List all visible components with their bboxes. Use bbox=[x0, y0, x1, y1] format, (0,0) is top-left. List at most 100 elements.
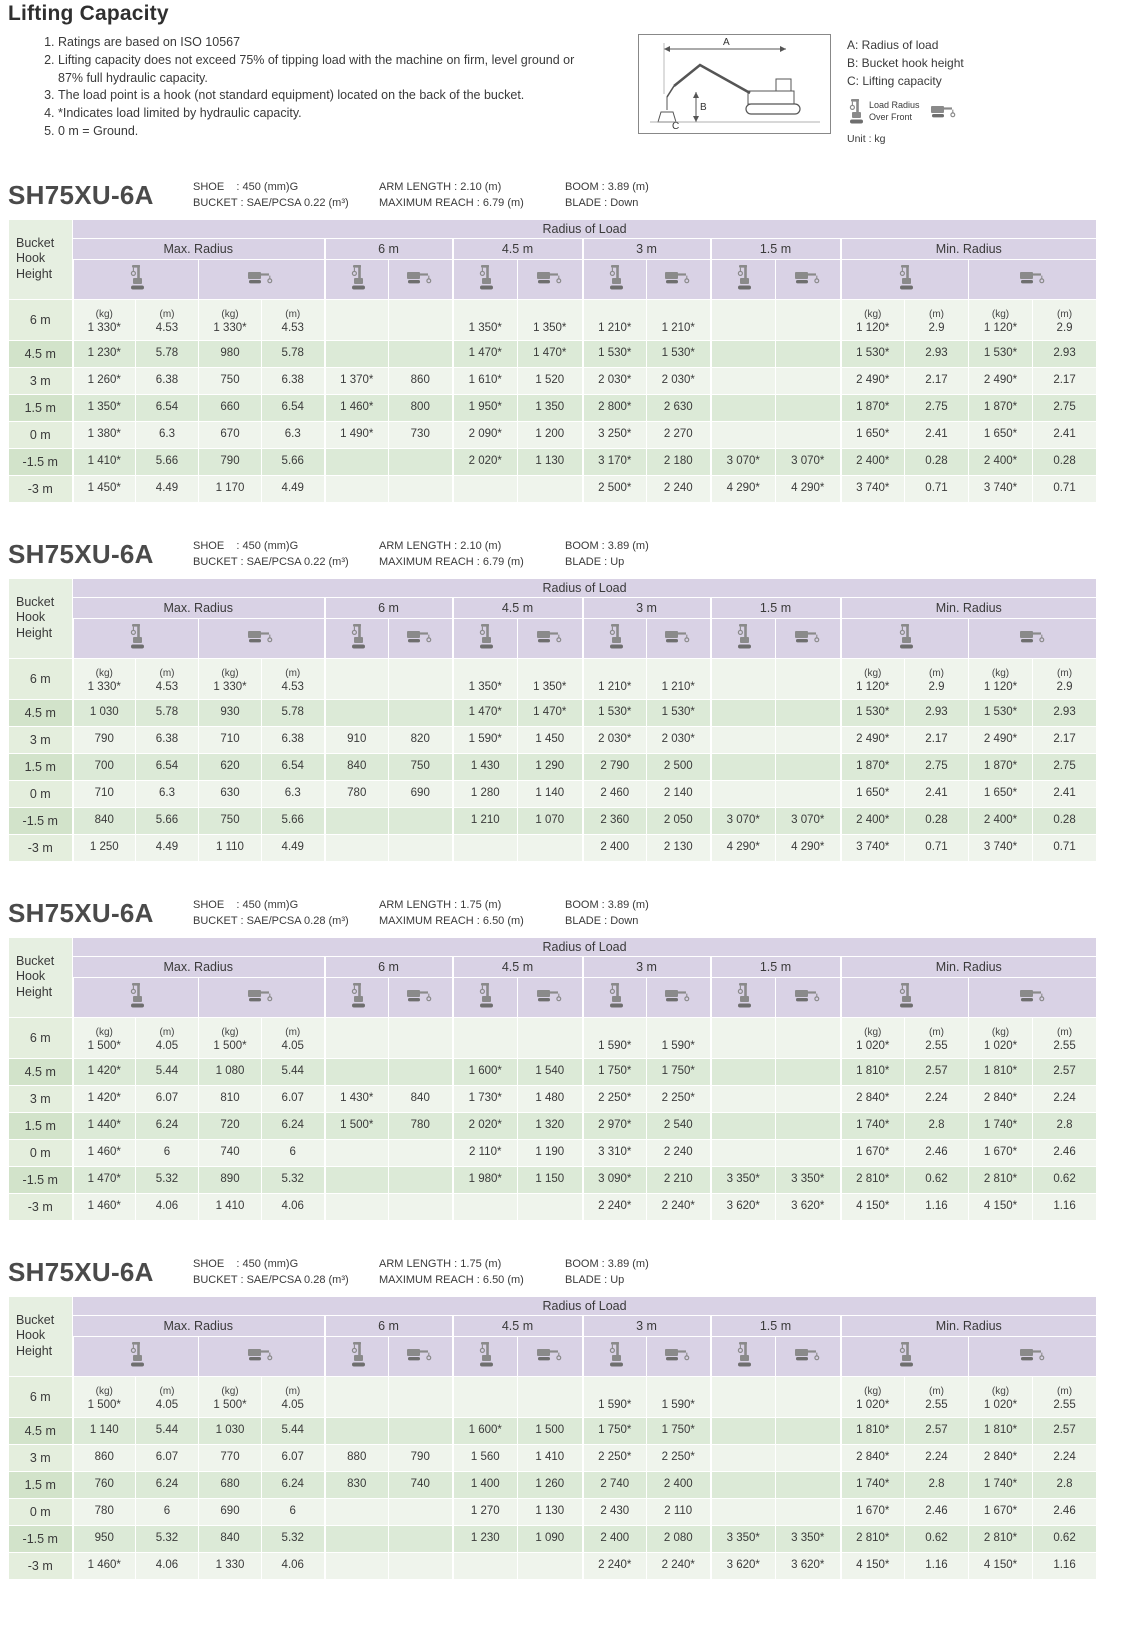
capacity-cell: 840 bbox=[198, 1524, 262, 1553]
capacity-cell: 1 490* bbox=[323, 420, 389, 449]
capacity-value: 2 970* bbox=[598, 1119, 632, 1132]
capacity-cell: 5.78 bbox=[135, 698, 199, 727]
capacity-cell bbox=[323, 833, 389, 862]
capacity-value: 3 620* bbox=[726, 1200, 760, 1213]
capacity-cell: 4.49 bbox=[135, 474, 199, 503]
capacity-cell: 1 670* bbox=[839, 1497, 905, 1526]
radius-column-header: 4.5 m bbox=[451, 955, 583, 978]
capacity-value: 750 bbox=[220, 374, 240, 387]
capacity-value: 1 430* bbox=[340, 1092, 374, 1105]
capacity-row: -1.5 m 1 470* 5.32 890 5.32 1 980* 1 150 3 090*… bbox=[8, 1165, 1098, 1194]
capacity-value: 840 bbox=[220, 1532, 240, 1545]
radius-column-header: 6 m bbox=[323, 1314, 453, 1337]
radius-column-header: 3 m bbox=[581, 237, 711, 260]
capacity-value: 2 240* bbox=[661, 1559, 695, 1572]
row-height-label: 1.5 m bbox=[8, 1470, 73, 1499]
capacity-row: 1.5 m 1 440* 6.24 720 6.24 1 500* 780 2 020* 1 3… bbox=[8, 1111, 1098, 1140]
capacity-value: 2.93 bbox=[1053, 347, 1076, 360]
lift-icon-cell bbox=[451, 1335, 518, 1377]
lift-over-side-icon bbox=[1019, 630, 1044, 643]
capacity-cell: (kg) 1 120* bbox=[968, 298, 1033, 341]
lift-over-front-icon bbox=[899, 265, 913, 290]
capacity-cell: 1 030 bbox=[71, 698, 136, 727]
capacity-value: 6.24 bbox=[155, 1478, 179, 1491]
capacity-value: 3 740* bbox=[983, 841, 1018, 854]
capacity-value: 2 080 bbox=[663, 1532, 693, 1545]
capacity-cell: 2 030* bbox=[646, 725, 711, 754]
capacity-cell: 2.57 bbox=[904, 1416, 969, 1445]
capacity-value: 2.75 bbox=[925, 760, 948, 773]
unit-label: (kg) bbox=[221, 1385, 239, 1397]
capacity-cell bbox=[709, 1416, 776, 1445]
capacity-value: 5.32 bbox=[155, 1173, 179, 1186]
capacity-cell: 780 bbox=[388, 1111, 453, 1140]
capacity-cell: 0.28 bbox=[1031, 806, 1098, 835]
row-height-label: -3 m bbox=[8, 1551, 73, 1580]
capacity-value: 2 020* bbox=[468, 455, 502, 468]
capacity-value: 1 470* bbox=[533, 347, 567, 360]
capacity-cell: 1 530* bbox=[968, 698, 1033, 727]
capacity-cell: 2.46 bbox=[1031, 1138, 1098, 1167]
capacity-value: 1 500* bbox=[340, 1119, 374, 1132]
lift-over-side-icon bbox=[248, 1348, 273, 1361]
unit-label: (kg) bbox=[864, 1385, 882, 1397]
capacity-cell: (kg) 1 330* bbox=[71, 298, 136, 341]
capacity-value: 1 650* bbox=[856, 428, 890, 441]
capacity-value: 1 470* bbox=[87, 1173, 121, 1186]
capacity-cell: 1 400 bbox=[451, 1470, 518, 1499]
capacity-value: 0.62 bbox=[1053, 1532, 1076, 1545]
capacity-cell bbox=[775, 298, 841, 341]
capacity-cell: 780 bbox=[323, 779, 389, 808]
capacity-value: 2 110* bbox=[469, 1146, 502, 1159]
spec-line: MAXIMUM REACH : 6.79 (m) bbox=[379, 196, 524, 209]
capacity-value: 1 120* bbox=[983, 321, 1018, 334]
capacity-value: 1 530* bbox=[661, 347, 695, 360]
row-height-label: 4.5 m bbox=[8, 1057, 73, 1086]
capacity-cell bbox=[775, 725, 841, 754]
capacity-cell: 2 490* bbox=[839, 725, 905, 754]
capacity-cell: 3 350* bbox=[775, 1165, 841, 1194]
capacity-cell bbox=[388, 1551, 453, 1580]
radius-column-header: 1.5 m bbox=[709, 955, 841, 978]
capacity-value: 1 210* bbox=[661, 680, 695, 693]
diagram-label-c: C bbox=[672, 121, 679, 132]
unit-label bbox=[584, 309, 647, 321]
capacity-cell: 3 350* bbox=[709, 1165, 776, 1194]
capacity-cell: 4 290* bbox=[709, 474, 776, 503]
load-radius-label-line1: Load Radius bbox=[869, 100, 920, 111]
capacity-cell: 1.16 bbox=[1031, 1192, 1098, 1221]
capacity-value: 4 150* bbox=[856, 1559, 890, 1572]
capacity-cell: 6.38 bbox=[135, 366, 199, 395]
capacity-cell: 5.32 bbox=[135, 1165, 199, 1194]
capacity-value: 2 400* bbox=[856, 455, 890, 468]
capacity-value: 1 350* bbox=[533, 680, 567, 693]
capacity-cell bbox=[775, 420, 841, 449]
capacity-cell bbox=[323, 1416, 389, 1445]
capacity-value: 2.46 bbox=[1053, 1146, 1076, 1159]
capacity-value: 6.54 bbox=[281, 401, 304, 414]
capacity-value: 2.9 bbox=[928, 680, 945, 693]
lift-icon-cell bbox=[198, 617, 325, 659]
capacity-cell: 840 bbox=[71, 806, 136, 835]
capacity-cell: 3 740* bbox=[968, 474, 1033, 503]
capacity-value: 740 bbox=[220, 1146, 240, 1159]
capacity-value: 710 bbox=[220, 733, 240, 746]
unit-label: (m) bbox=[929, 1026, 944, 1038]
capacity-value: 2.57 bbox=[925, 1424, 948, 1437]
capacity-cell: 2 360 bbox=[581, 806, 647, 835]
lift-icon-cell bbox=[323, 258, 389, 300]
capacity-cell: 1 280 bbox=[451, 779, 518, 808]
capacity-value: 0.28 bbox=[925, 814, 948, 827]
section-header: SH75XU-6A SHOE : 450 (mm)G BUCKET : SAE/… bbox=[8, 178, 1132, 214]
capacity-value: 3 170* bbox=[598, 455, 632, 468]
capacity-cell: 2 810* bbox=[839, 1165, 905, 1194]
lift-icon-cell bbox=[839, 1335, 969, 1377]
spec-arm-reach: ARM LENGTH : 1.75 (m) MAXIMUM REACH : 6.… bbox=[379, 1257, 565, 1288]
capacity-value: 1 320 bbox=[535, 1119, 565, 1132]
unit-label bbox=[776, 1399, 840, 1411]
capacity-cell: 2 490* bbox=[968, 366, 1033, 395]
lift-icon-cell bbox=[709, 1335, 776, 1377]
capacity-cell: 0.62 bbox=[1031, 1524, 1098, 1553]
radius-column-header: 1.5 m bbox=[709, 596, 841, 619]
